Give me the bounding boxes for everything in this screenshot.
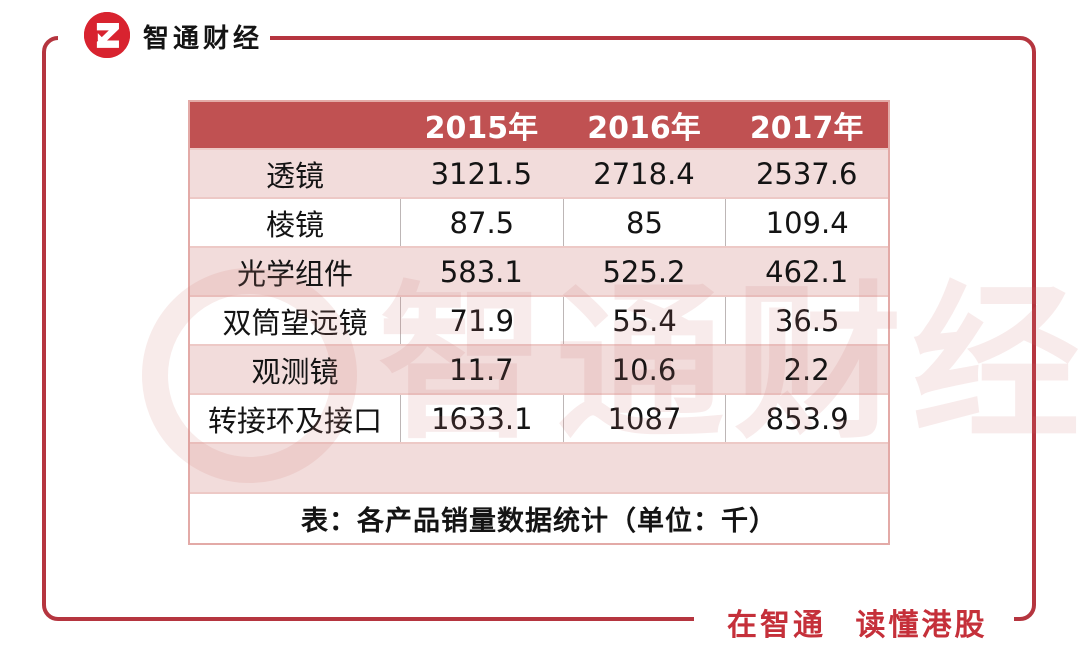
col-header-2016: 2016年 (587, 111, 701, 146)
brand-name: 智通财经 (143, 23, 264, 54)
row-value: 525.2 (602, 254, 686, 289)
row-value: 583.1 (439, 254, 523, 289)
frame-gap-bottom (694, 611, 1014, 627)
row-label: 转接环及接口 (207, 403, 382, 438)
row-value: 462.1 (765, 254, 849, 289)
table-row: 透镜 3121.5 2718.4 2537.6 (190, 148, 888, 197)
sales-table: 2015年 2016年 2017年 透镜 3121.5 2718.4 2537.… (188, 100, 890, 545)
table-spacer-row (190, 442, 888, 492)
col-header-blank (190, 102, 400, 148)
row-label: 棱镜 (265, 207, 324, 242)
zhitong-logo-icon (84, 12, 130, 58)
row-value: 853.9 (725, 395, 888, 442)
table-row: 观测镜 11.7 10.6 2.2 (190, 344, 888, 393)
row-value: 10.6 (611, 352, 677, 387)
row-value: 2537.6 (755, 156, 858, 191)
table-header-row: 2015年 2016年 2017年 (190, 102, 888, 148)
table-caption: 表：各产品销量数据统计（单位：千） (190, 492, 888, 543)
brand-header: 智通财经 (84, 12, 263, 58)
col-header-2017: 2017年 (749, 111, 864, 146)
row-value: 11.7 (449, 352, 514, 387)
slogan: 在智通 读懂港股 (727, 608, 988, 643)
row-label: 透镜 (265, 158, 324, 193)
row-label: 双筒望远镜 (222, 305, 368, 340)
table-row: 棱镜 87.5 85 109.4 (190, 197, 888, 246)
col-header-2015: 2015年 (424, 111, 539, 146)
row-value: 1087 (562, 395, 726, 442)
row-value: 36.5 (725, 297, 888, 344)
row-value: 85 (562, 199, 726, 246)
table-row: 光学组件 583.1 525.2 462.1 (190, 246, 888, 295)
table-row: 转接环及接口 1633.1 1087 853.9 (190, 393, 888, 442)
row-value: 1633.1 (400, 395, 563, 442)
row-label: 光学组件 (236, 256, 353, 291)
table-row: 双筒望远镜 71.9 55.4 36.5 (190, 295, 888, 344)
row-label: 观测镜 (251, 354, 339, 389)
row-value: 2.2 (783, 352, 830, 387)
decorative-frame (42, 36, 1036, 621)
row-value: 87.5 (400, 199, 563, 246)
row-value: 2718.4 (593, 156, 695, 191)
row-value: 71.9 (400, 297, 563, 344)
row-value: 3121.5 (430, 156, 533, 191)
row-value: 55.4 (562, 297, 726, 344)
row-value: 109.4 (725, 199, 888, 246)
